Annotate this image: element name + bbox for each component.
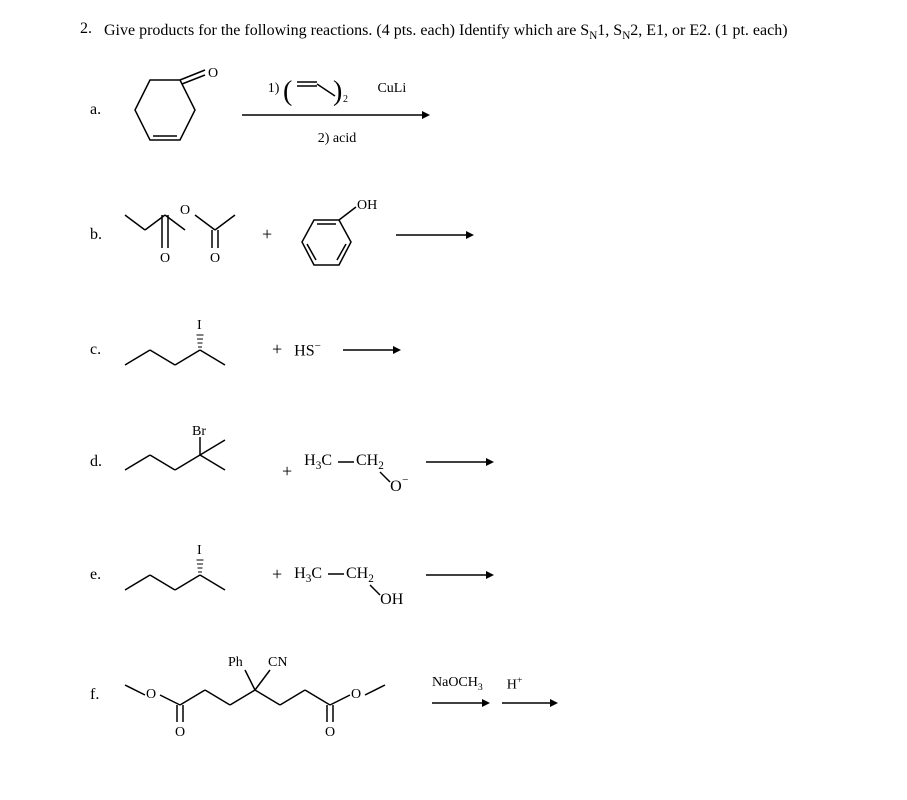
hplus: H+ <box>507 675 523 694</box>
plus-d: + <box>282 461 292 482</box>
o-minus-d: O− <box>378 470 392 489</box>
item-e: e. I + H3C CH2 OH <box>90 540 867 610</box>
svg-text:I: I <box>197 543 202 558</box>
question-text: Give products for the following reaction… <box>104 20 788 45</box>
struct-e-iodide: I <box>120 540 260 610</box>
struct-b-phenol: OH <box>284 195 384 275</box>
struct-c-iodide: I <box>120 315 260 385</box>
svg-text:O: O <box>175 725 185 740</box>
item-a: a. O 1) ( ) 2 CuLi <box>90 65 867 155</box>
plus-e: + <box>272 564 282 585</box>
label-b: b. <box>90 226 120 244</box>
reaction-f: O O Ph CN O O NaOCH3 H+ <box>120 650 562 740</box>
reaction-d: Br + H3C CH2 O− <box>120 425 496 500</box>
arrow-b <box>396 228 476 242</box>
item-c: c. I + HS− <box>90 315 867 385</box>
svg-text:OH: OH <box>357 198 377 213</box>
svg-text:O: O <box>351 687 361 702</box>
reagents-f: NaOCH3 H+ <box>432 675 562 694</box>
question-number: 2. <box>80 20 104 45</box>
svg-text:Br: Br <box>192 425 206 439</box>
item-b: b. O O O + OH <box>90 195 867 275</box>
svg-text:O: O <box>160 251 170 266</box>
svg-text:O: O <box>208 66 218 81</box>
svg-text:O: O <box>210 251 220 266</box>
arrow-e <box>426 568 496 582</box>
plus-c: + <box>272 339 282 360</box>
qtext-p3: 2, E1, or E2. (1 pt. each) <box>630 22 787 39</box>
svg-text:2: 2 <box>343 94 348 105</box>
arrow-a <box>242 108 432 122</box>
bond-d <box>336 457 356 467</box>
label-a: a. <box>90 101 120 119</box>
reagent-a-num: 1) <box>268 81 280 97</box>
svg-text:O: O <box>180 203 190 218</box>
item-f: f. O O Ph CN O O <box>90 650 867 740</box>
label-e: e. <box>90 566 120 584</box>
item-d: d. Br + H3C CH2 O− <box>90 425 867 500</box>
struct-d-bromide: Br <box>120 425 270 500</box>
ethoxide-d: H3C CH2 O− <box>304 452 384 472</box>
hs-label: HS− <box>294 340 321 360</box>
reaction-e: I + H3C CH2 OH <box>120 540 496 610</box>
struct-f-diester: O O Ph CN O O <box>120 650 420 740</box>
arrow-d <box>426 455 496 469</box>
struct-b-anhydride: O O O <box>120 200 250 270</box>
naoch3: NaOCH3 <box>432 675 483 694</box>
svg-text:O: O <box>146 687 156 702</box>
arrow-c <box>333 343 403 357</box>
svg-text:CN: CN <box>268 655 287 670</box>
svg-text:O: O <box>325 725 335 740</box>
question-header: 2. Give products for the following react… <box>80 20 867 45</box>
reaction-c: I + HS− <box>120 315 403 385</box>
ethanol-e: H3C CH2 OH <box>294 565 374 585</box>
struct-a-cyclohexenone: O <box>120 65 230 155</box>
svg-text:Ph: Ph <box>228 655 243 670</box>
culi-label: CuLi <box>377 81 406 97</box>
label-c: c. <box>90 341 120 359</box>
plus-b: + <box>262 224 272 245</box>
label-f: f. <box>90 686 120 704</box>
arrow-a-container: 1) ( ) 2 CuLi 2) acid <box>242 72 432 147</box>
reagent-a-bottom: 2) acid <box>242 131 432 147</box>
arrow-f <box>432 696 562 710</box>
label-d: d. <box>90 453 120 471</box>
qtext-p1: Give products for the following reaction… <box>104 22 589 39</box>
bond-e <box>326 569 346 579</box>
cuprate-icon: ( ) 2 <box>283 72 373 106</box>
reaction-a: O 1) ( ) 2 CuLi 2) acid <box>120 65 432 155</box>
oh-e: OH <box>368 583 382 602</box>
arrows-f: NaOCH3 H+ <box>432 675 562 715</box>
reaction-b: O O O + OH <box>120 195 476 275</box>
svg-text:): ) <box>333 76 342 106</box>
qtext-p2: 1, S <box>597 22 622 39</box>
svg-text:I: I <box>197 318 202 333</box>
reagent-a-top: 1) ( ) 2 CuLi <box>242 72 432 106</box>
svg-text:(: ( <box>283 76 292 106</box>
